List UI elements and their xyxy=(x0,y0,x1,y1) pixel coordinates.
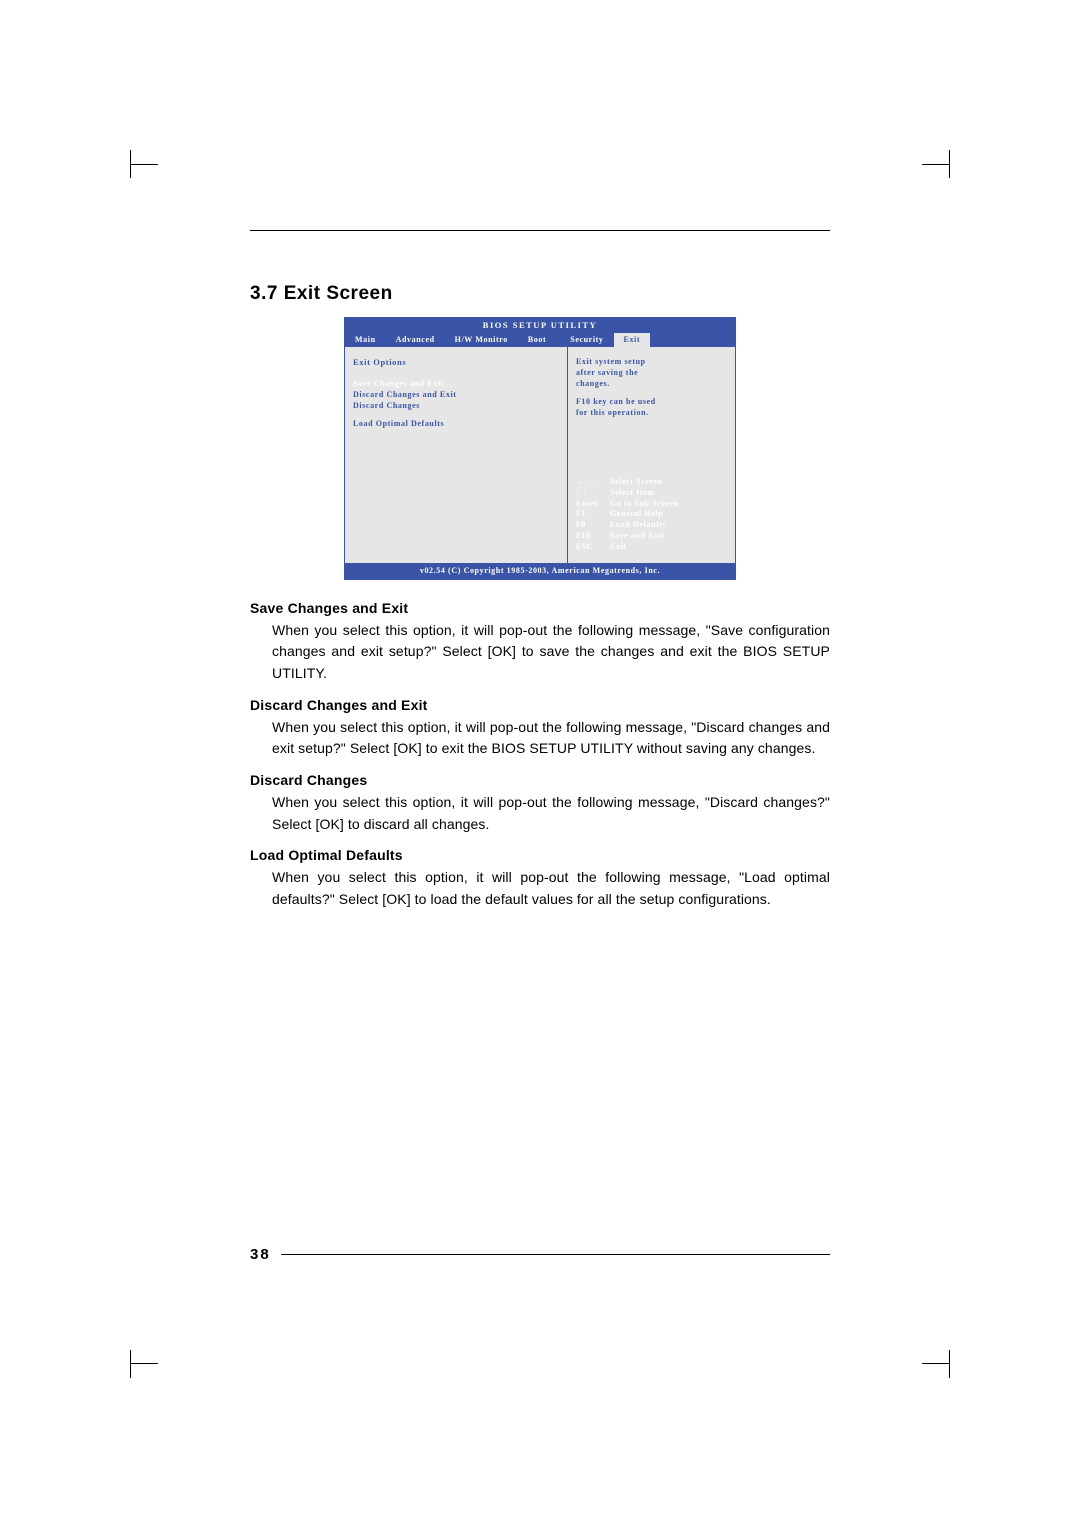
page-rule xyxy=(281,1254,830,1255)
bios-tab-security[interactable]: Security xyxy=(560,333,613,347)
bios-tab-exit[interactable]: Exit xyxy=(614,333,651,347)
desc-title: Discard Changes and Exit xyxy=(250,697,830,713)
page-content: 3.7 Exit Screen BIOS SETUP UTILITY Main … xyxy=(250,230,830,911)
desc-body: When you select this option, it will pop… xyxy=(272,792,830,835)
crop-mark-tr xyxy=(922,150,950,178)
bios-body: Exit Options Save Changes and Exit Disca… xyxy=(345,347,735,563)
crop-mark-tl xyxy=(130,150,158,178)
opt-discard-changes-exit[interactable]: Discard Changes and Exit xyxy=(353,390,557,401)
page-number: 38 xyxy=(250,1246,271,1263)
bios-footer: v02.54 (C) Copyright 1985-2003, American… xyxy=(345,563,735,579)
crop-mark-br xyxy=(922,1350,950,1378)
section-heading: 3.7 Exit Screen xyxy=(250,283,830,305)
opt-discard-changes[interactable]: Discard Changes xyxy=(353,401,557,412)
bios-left-panel: Exit Options Save Changes and Exit Disca… xyxy=(345,347,568,563)
desc-load-optimal-defaults: Load Optimal Defaults When you select th… xyxy=(250,847,830,910)
bios-tab-boot[interactable]: Boot xyxy=(518,333,556,347)
opt-load-optimal-defaults[interactable]: Load Optimal Defaults xyxy=(353,419,557,430)
desc-title: Discard Changes xyxy=(250,772,830,788)
desc-title: Load Optimal Defaults xyxy=(250,847,830,863)
opt-save-changes-exit[interactable]: Save Changes and Exit xyxy=(353,379,557,390)
top-rule xyxy=(250,230,830,231)
bios-tab-advanced[interactable]: Advanced xyxy=(386,333,445,347)
bios-right-panel: Exit system setup after saving the chang… xyxy=(568,347,735,563)
bios-tab-hwmonitor[interactable]: H/W Monitro xyxy=(445,333,518,347)
page-footer: 38 xyxy=(250,1246,830,1263)
desc-save-changes-exit: Save Changes and Exit When you select th… xyxy=(250,600,830,685)
bios-setup-utility: BIOS SETUP UTILITY Main Advanced H/W Mon… xyxy=(344,317,736,580)
desc-body: When you select this option, it will pop… xyxy=(272,717,830,760)
bios-key-legend: ← →Select Screen ↑ ↓Select Item EnterGo … xyxy=(576,477,727,553)
desc-body: When you select this option, it will pop… xyxy=(272,867,830,910)
desc-title: Save Changes and Exit xyxy=(250,600,830,616)
desc-body: When you select this option, it will pop… xyxy=(272,620,830,685)
desc-discard-changes-exit: Discard Changes and Exit When you select… xyxy=(250,697,830,760)
exit-options-title: Exit Options xyxy=(353,357,557,367)
crop-mark-bl xyxy=(130,1350,158,1378)
bios-tab-main[interactable]: Main xyxy=(345,333,386,347)
bios-title: BIOS SETUP UTILITY xyxy=(345,318,735,333)
desc-discard-changes: Discard Changes When you select this opt… xyxy=(250,772,830,835)
bios-tabs: Main Advanced H/W Monitro Boot Security … xyxy=(345,333,735,347)
bios-help-text: Exit system setup after saving the chang… xyxy=(576,357,727,419)
